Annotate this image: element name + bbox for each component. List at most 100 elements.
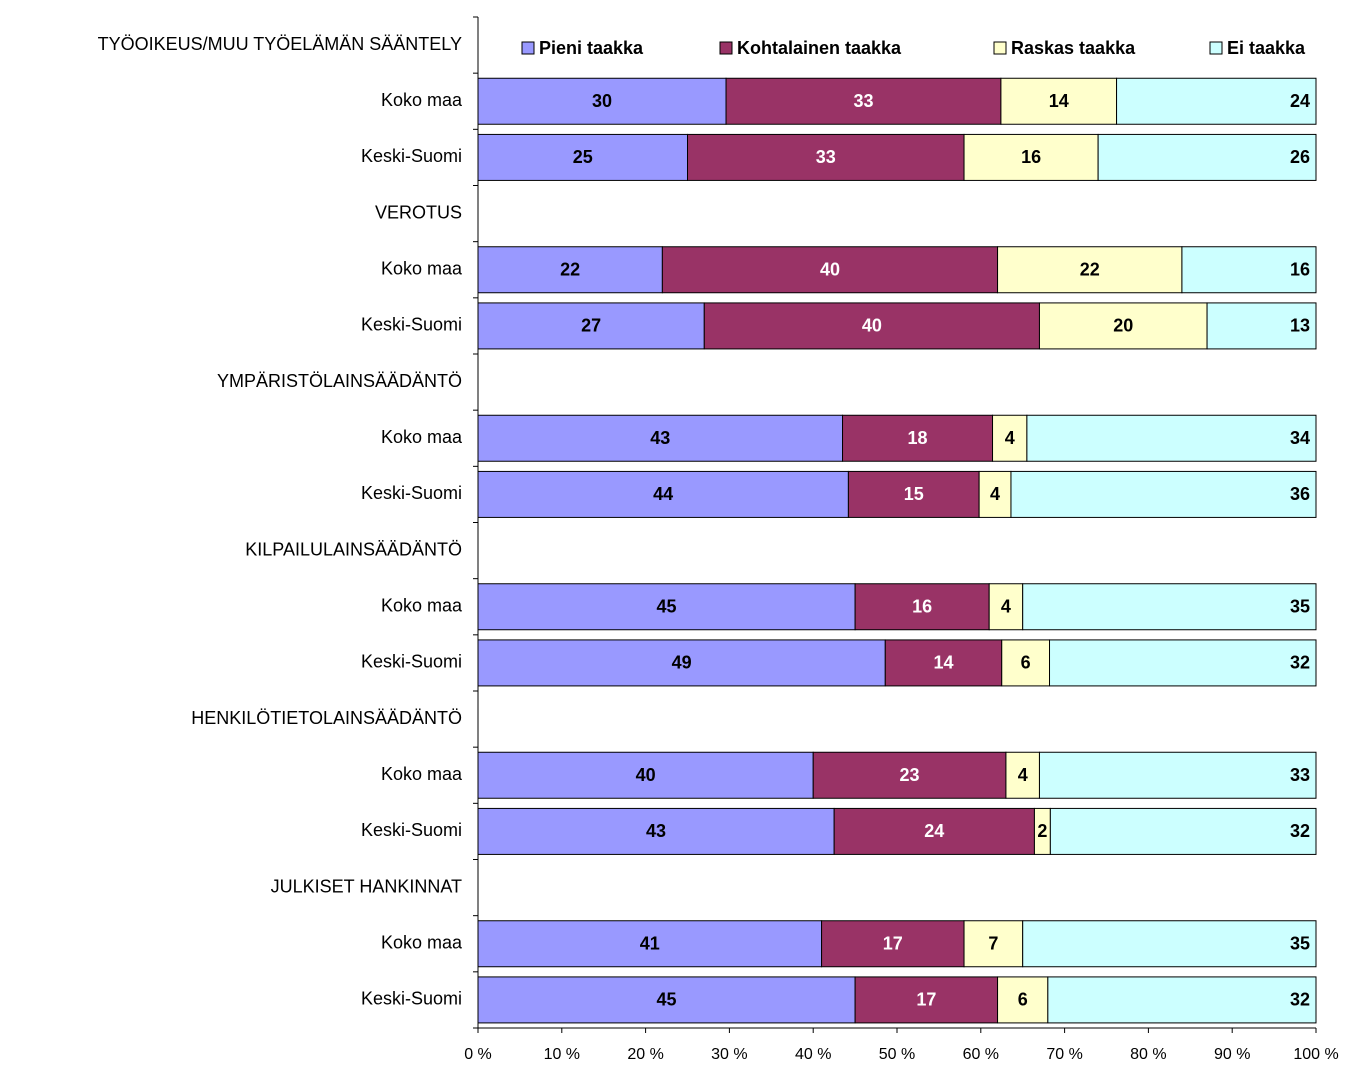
data-label: 4 [1018, 765, 1028, 785]
bar-segment [978, 470, 1012, 518]
category-label: Keski-Suomi [361, 146, 462, 166]
category-label: Keski-Suomi [361, 315, 462, 335]
bar-segment [997, 976, 1049, 1024]
category-label: VEROTUS [375, 202, 462, 222]
bar-segment [1026, 414, 1317, 462]
category-label: Keski-Suomi [361, 820, 462, 840]
data-label: 17 [883, 934, 903, 954]
legend-label: Kohtalainen taakka [737, 38, 902, 58]
x-tick-label: 80 % [1130, 1046, 1166, 1063]
x-tick-label: 90 % [1214, 1046, 1250, 1063]
bar-segment [1010, 470, 1317, 518]
x-tick-label: 20 % [627, 1046, 663, 1063]
bar-segment [1047, 976, 1317, 1024]
data-label: 32 [1290, 653, 1310, 673]
bar-segment [703, 302, 1040, 350]
data-label: 16 [1290, 260, 1310, 280]
data-label: 4 [990, 484, 1000, 504]
bar-segment [1022, 583, 1317, 631]
bar-segment [477, 302, 705, 350]
category-label: TYÖOIKEUS/MUU TYÖELÄMÄN SÄÄNTELY [98, 34, 462, 54]
data-label: 43 [646, 821, 666, 841]
data-label: 32 [1290, 821, 1310, 841]
bar-segment [988, 583, 1024, 631]
data-label: 4 [1005, 428, 1015, 448]
data-label: 2 [1037, 821, 1047, 841]
legend-label: Pieni taakka [539, 38, 644, 58]
bar-segment [854, 583, 990, 631]
data-label: 6 [1018, 990, 1028, 1010]
data-label: 23 [900, 765, 920, 785]
legend-label: Raskas taakka [1011, 38, 1136, 58]
data-label: 22 [1080, 260, 1100, 280]
data-label: 49 [672, 653, 692, 673]
data-label: 43 [650, 428, 670, 448]
bar-segment [1097, 133, 1317, 181]
data-label: 14 [1049, 91, 1069, 111]
category-label: Keski-Suomi [361, 483, 462, 503]
bar-segment [687, 133, 965, 181]
category-label: Koko maa [381, 764, 463, 784]
data-label: 26 [1290, 147, 1310, 167]
legend-swatch [719, 41, 733, 55]
category-label: HENKILÖTIETOLAINSÄÄDÄNTÖ [191, 708, 462, 728]
category-label: Koko maa [381, 596, 463, 616]
bar-segment [821, 920, 965, 968]
bar-segment [477, 246, 663, 294]
data-label: 13 [1290, 316, 1310, 336]
data-label: 35 [1290, 597, 1310, 617]
category-label: YMPÄRISTÖLAINSÄÄDÄNTÖ [217, 371, 462, 391]
data-label: 4 [1001, 597, 1011, 617]
bar-segment [1206, 302, 1317, 350]
bar-segment [1000, 77, 1118, 125]
bar-segment [477, 414, 844, 462]
category-label: Koko maa [381, 259, 463, 279]
bar-segment [1049, 807, 1317, 855]
bar-segment [833, 807, 1035, 855]
legend-swatch [1209, 41, 1223, 55]
bar-segment [854, 976, 999, 1024]
bar-segment [992, 414, 1028, 462]
x-tick-label: 40 % [795, 1046, 831, 1063]
bar-segment [963, 920, 1024, 968]
data-label: 18 [908, 428, 928, 448]
category-label: JULKISET HANKINNAT [271, 876, 462, 896]
bar-segment [963, 133, 1099, 181]
bar-segment [1022, 920, 1317, 968]
x-tick-label: 60 % [963, 1046, 999, 1063]
x-tick-label: 10 % [544, 1046, 580, 1063]
bar-segment [1001, 639, 1051, 687]
legend-swatch [521, 41, 535, 55]
data-label: 40 [862, 316, 882, 336]
data-label: 6 [1021, 653, 1031, 673]
data-label: 16 [912, 597, 932, 617]
bar-segment [477, 583, 856, 631]
bar-segment [1005, 751, 1040, 799]
bar-segment [477, 639, 886, 687]
x-tick-label: 50 % [879, 1046, 915, 1063]
category-label: KILPAILULAINSÄÄDÄNTÖ [245, 539, 462, 559]
bar-segment [661, 246, 999, 294]
data-label: 27 [581, 316, 601, 336]
bar-segment [1038, 751, 1317, 799]
data-label: 34 [1290, 428, 1310, 448]
data-label: 33 [853, 91, 873, 111]
legend-label: Ei taakka [1227, 38, 1306, 58]
data-label: 32 [1290, 990, 1310, 1010]
bar-segment [477, 470, 849, 518]
category-label: Keski-Suomi [361, 652, 462, 672]
data-label: 45 [657, 597, 677, 617]
data-label: 14 [933, 653, 953, 673]
data-label: 24 [924, 821, 944, 841]
bar-segment [477, 77, 727, 125]
bar-segment [884, 639, 1003, 687]
x-tick-label: 0 % [464, 1046, 492, 1063]
x-tick-label: 100 % [1293, 1046, 1338, 1063]
category-label: Koko maa [381, 427, 463, 447]
data-label: 41 [640, 934, 660, 954]
bar-segment [477, 807, 835, 855]
data-label: 15 [904, 484, 924, 504]
data-label: 25 [573, 147, 593, 167]
category-label: Koko maa [381, 933, 463, 953]
